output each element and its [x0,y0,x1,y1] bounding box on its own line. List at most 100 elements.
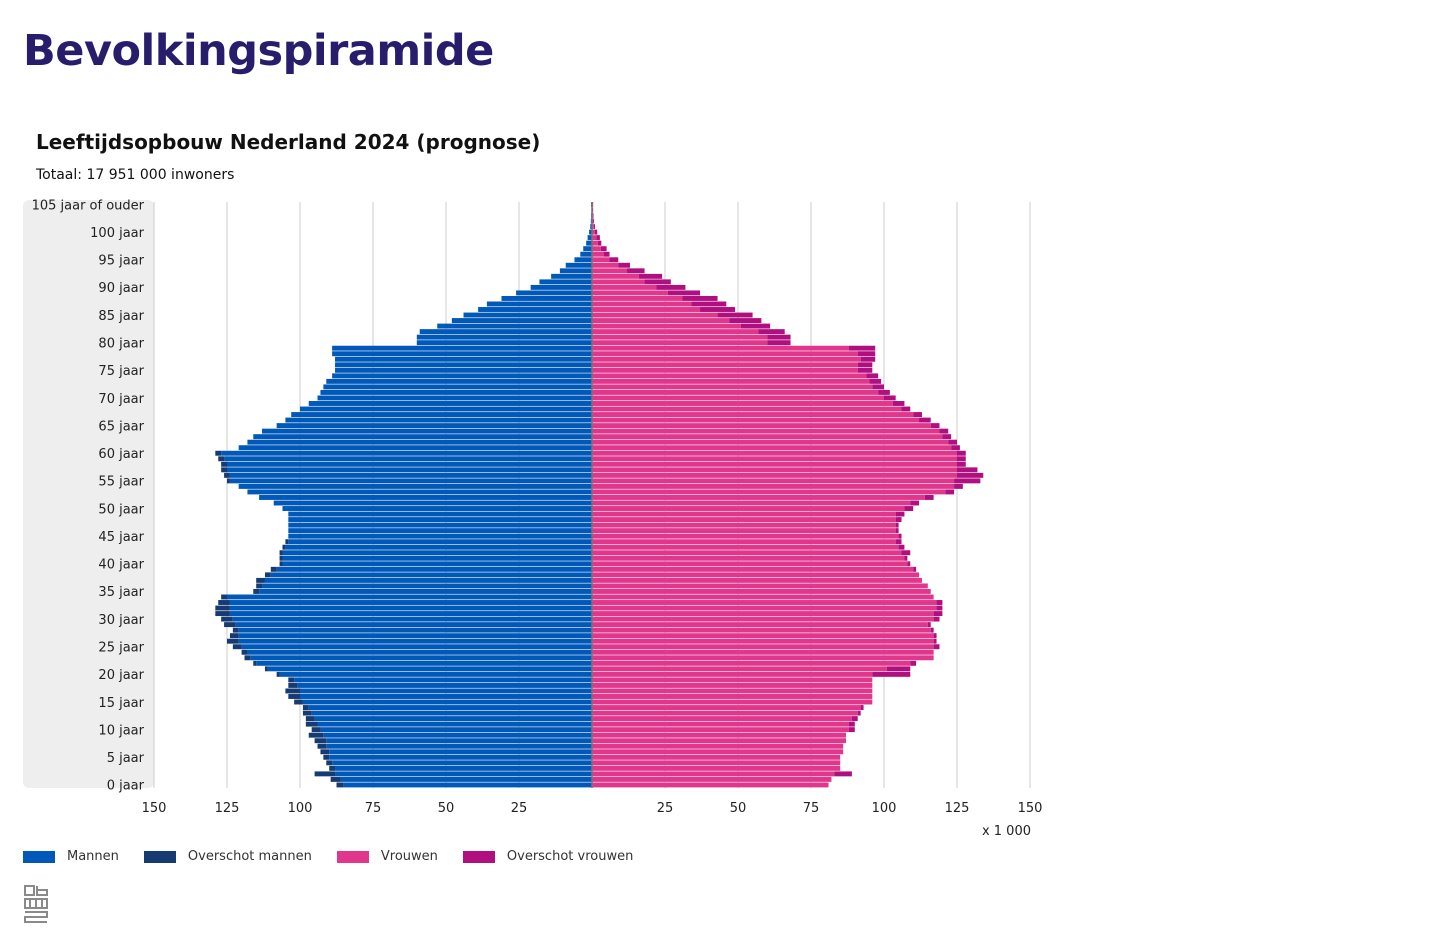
bar-overschot-vrouwen [860,356,876,362]
bar-overschot-vrouwen [767,340,791,346]
bar-overschot-vrouwen [901,550,911,556]
bar-vrouwen [592,450,957,456]
age-label: 15 jaar [98,696,144,711]
bar-vrouwen [592,583,928,589]
bar-mannen [478,307,592,312]
bar-overschot-mannen [336,782,344,788]
bar-overschot-vrouwen [957,456,966,462]
bar-overschot-mannen [314,771,336,777]
bar-overschot-vrouwen [851,716,858,722]
bar-mannen [259,588,592,594]
bar-overschot-mannen [314,738,327,744]
bar-overschot-vrouwen [904,555,908,561]
bar-mannen [288,528,592,534]
bar-vrouwen [592,356,861,362]
bar-vrouwen [592,638,934,644]
bar-overschot-vrouwen [627,268,645,274]
bar-vrouwen [592,522,896,528]
bar-vrouwen [592,456,957,462]
bar-overschot-mannen [323,754,330,760]
bar-mannen [232,616,592,622]
age-label: 10 jaar [98,723,144,738]
bar-vrouwen [592,495,925,500]
age-label: 25 jaar [98,641,144,656]
bar-overschot-mannen [256,577,265,583]
bar-vrouwen [592,273,639,279]
bar-overschot-vrouwen [592,207,594,213]
bar-vrouwen [592,312,718,318]
legend-item-mannen[interactable]: Mannen [23,849,119,864]
bar-mannen [276,423,592,429]
age-label: 50 jaar [98,502,144,517]
age-label: 35 jaar [98,585,144,600]
bar-mannen [486,301,592,307]
bar-mannen [279,671,592,677]
bar-vrouwen [592,318,730,324]
bar-overschot-vrouwen [869,378,882,384]
bar-overschot-mannen [224,472,230,478]
bar-vrouwen [592,721,849,727]
legend-item-overschot-mannen[interactable]: Overschot mannen [143,849,312,864]
bar-overschot-mannen [308,732,324,738]
x-tick-label: 50 [730,801,747,816]
legend-item-overschot-vrouwen[interactable]: Overschot vrouwen [462,849,633,864]
bar-overschot-vrouwen [939,428,949,434]
bar-vrouwen [592,279,645,285]
age-label: 80 jaar [98,336,144,351]
bar-overschot-mannen [218,600,230,605]
bar-overschot-vrouwen [957,472,984,478]
bar-overschot-vrouwen [898,533,902,539]
bar-overschot-mannen [221,467,227,473]
bar-vrouwen [592,671,873,677]
bar-mannen [320,727,592,733]
bar-overschot-vrouwen [957,467,978,473]
bar-overschot-vrouwen [933,616,940,622]
bar-mannen [294,677,592,683]
bar-overschot-vrouwen [700,307,736,312]
bar-vrouwen [592,782,829,788]
bar-overschot-vrouwen [898,544,905,550]
bar-vrouwen [592,771,835,777]
bar-overschot-mannen [302,710,312,716]
bar-overschot-vrouwen [954,483,963,489]
bar-vrouwen [592,489,946,495]
bar-mannen [587,235,592,241]
bar-vrouwen [592,765,841,771]
page-title: Bevolkingspiramide [23,26,494,76]
bar-mannen [247,439,592,445]
bar-overschot-vrouwen [609,257,619,263]
bar-vrouwen [592,301,692,307]
bar-overschot-vrouwen [924,495,934,500]
legend-item-vrouwen[interactable]: Vrouwen [336,849,438,864]
bar-mannen [326,743,592,749]
bar-overschot-vrouwen [638,273,663,279]
bar-mannen [224,456,592,462]
bar-vrouwen [592,699,873,705]
bar-overschot-mannen [288,677,295,683]
bar-vrouwen [592,246,601,252]
bar-vrouwen [592,307,701,312]
bar-mannen [551,273,592,279]
bar-overschot-vrouwen [860,705,864,711]
bar-overschot-vrouwen [901,406,911,412]
bar-mannen [343,782,592,788]
bar-overschot-mannen [288,682,298,688]
bar-overschot-vrouwen [691,301,727,307]
age-label: 30 jaar [98,613,144,628]
bar-mannen [288,517,592,523]
bar-mannen [221,450,592,456]
bar-overschot-vrouwen [729,318,762,324]
bar-overschot-vrouwen [913,566,917,572]
bar-vrouwen [592,417,920,423]
bar-mannen [291,412,592,418]
bar-mannen [300,406,592,412]
bars [215,202,984,788]
bar-overschot-vrouwen [933,638,937,644]
bar-mannen [238,633,592,639]
bar-mannen [238,445,592,451]
bar-overschot-mannen [227,638,239,644]
bar-mannen [285,544,592,550]
bar-vrouwen [592,660,911,666]
bar-overschot-mannen [320,749,330,755]
